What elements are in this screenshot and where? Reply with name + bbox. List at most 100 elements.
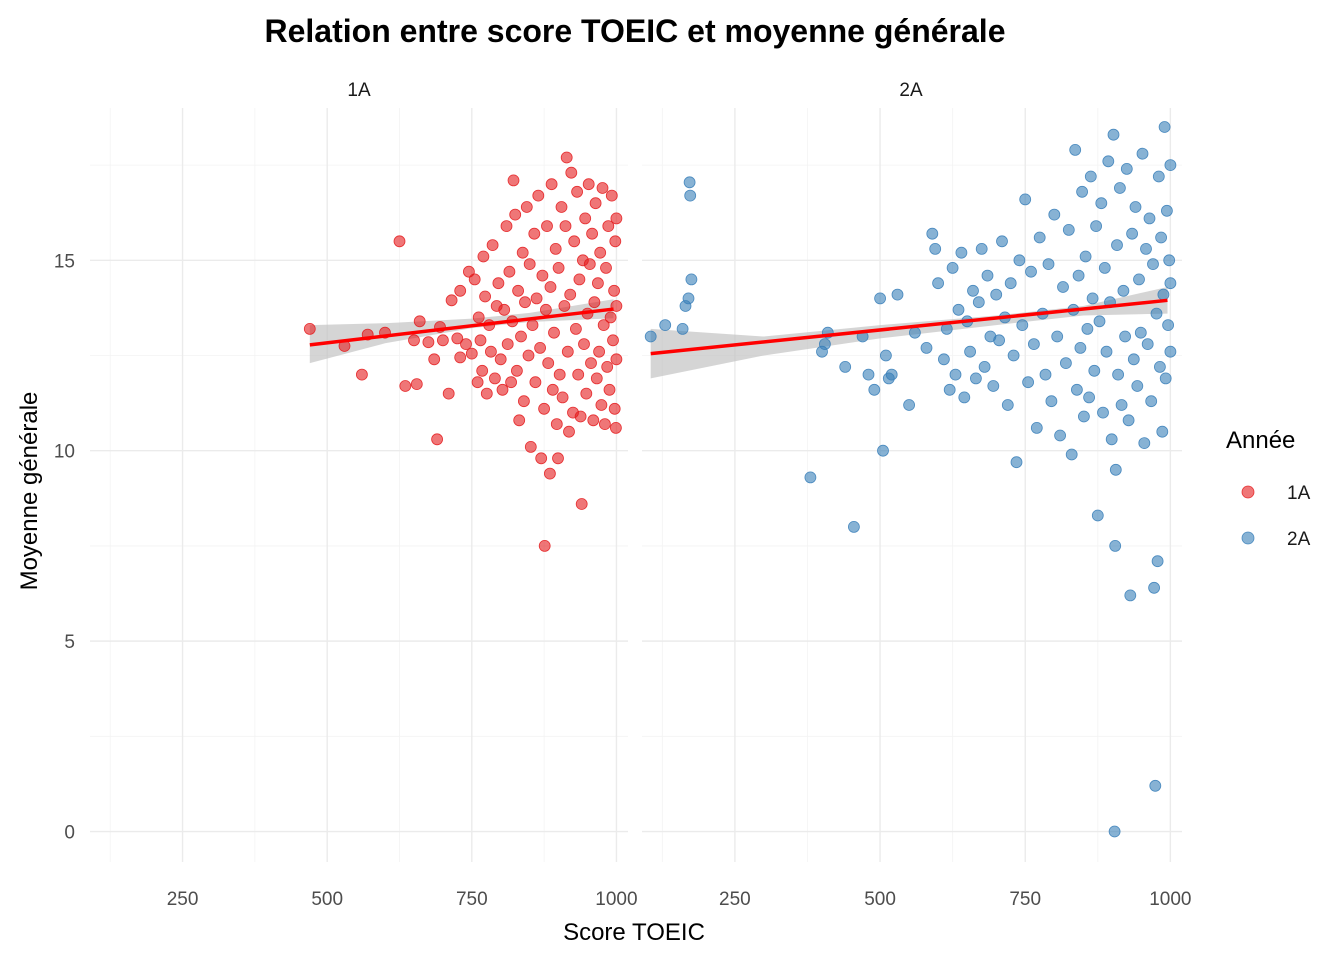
facet-2a-point [644,330,657,343]
facet-1a-point [410,378,423,391]
facet-2a-point [903,399,915,411]
facet-2a-point [1162,319,1174,332]
facet-1a-point [413,315,426,328]
facet-1a-point [500,220,513,233]
facet-2a-point [946,261,959,274]
facet-2a-point [943,383,956,396]
facet-2a-grid [642,108,1182,862]
facet-2a-point [868,383,881,396]
facet-2a-point [967,284,979,297]
facet-1a-point [555,201,568,213]
facet-1a-point [590,372,603,385]
facet-1a-point [479,290,492,303]
facet-2a-point [1120,162,1133,175]
facet-1a-point [505,376,518,389]
facet-2a-point [1054,429,1066,442]
facet-2a-point [1117,284,1130,297]
facet-1a-point [465,347,478,360]
facet-2a-point [1127,353,1140,366]
facet-2a-point [949,368,962,381]
facet-1a-point [476,364,489,377]
facet-1a-point [492,277,505,290]
facet-1a-point [588,296,601,309]
facet-2a-point [938,353,950,366]
facet-1a-point [534,341,546,354]
facet-2a-point [880,349,892,362]
facet-2a-point [1072,269,1085,282]
facet-1a-point [594,246,607,259]
legend: Année 1A 2A [1226,427,1311,550]
facet-2a-point [1145,395,1158,408]
facet-2a-point [1164,159,1177,172]
facet-1a-point [552,261,565,274]
facet-1a-point [535,452,548,465]
facet-1a-panel: 1A 250 500 750 1000 [90,80,638,910]
facet-1a-point [570,322,582,335]
facet-1a-point [564,288,577,301]
facet-2a-point [1076,185,1088,198]
facet-1a-point [550,418,563,431]
facet-2a-point [885,368,898,381]
facet-2a-point [1163,254,1176,267]
facet-2a-point [1164,345,1177,358]
facet-1a-point [560,151,573,164]
facet-2a-panel: 2A 250 500 750 1000 [642,80,1192,910]
facet-1a-point [607,334,619,347]
facet-1a-grid [90,108,628,862]
facet-2a-point [1071,383,1083,396]
facet-2a-point [676,322,689,335]
facet-1a-point [593,345,605,358]
facet-2a-point [682,292,695,305]
facet-1a-point [548,326,560,339]
facet-1a-point [559,220,572,233]
facet-1a-point [540,303,552,316]
facet-2a-point [1030,421,1043,434]
facet-2a-point [972,296,985,309]
facet-1a-point [601,360,614,373]
facet-2a-x-axis: 250 500 750 1000 [719,889,1191,910]
facet-2a-point [1078,410,1090,423]
facet-1a-point [578,338,590,351]
facet-2a-point [1100,345,1113,358]
facet-2a-point [1105,433,1118,446]
facet-1a-point [536,269,549,282]
facet-2a-point [1013,254,1026,267]
facet-2a-point [1143,212,1156,225]
legend-key-1a [1241,485,1255,499]
facet-2a-trend [650,298,1168,356]
y-tick-label: 15 [54,251,75,272]
facet-2a-point [909,326,921,339]
facet-2a-point [1131,380,1144,392]
facet-1a-point [609,235,622,248]
facet-2a-point [1088,364,1101,377]
facet-1a-point [480,387,493,400]
facet-2a-point [1081,322,1094,335]
facet-2a-point [1097,406,1109,419]
facet-2a-point [1057,281,1069,293]
facet-1a-point [552,452,564,465]
facet-2a-point [1119,330,1131,343]
facet-2a-point [862,368,875,381]
facet-1a-x-tick-label: 500 [311,889,343,910]
facet-1a-point [484,345,497,358]
facet-2a-point [1091,509,1104,522]
facet-1a-point [519,296,531,309]
facet-2a-x-tick-label: 750 [1009,889,1041,910]
facet-1a-point [451,332,464,345]
facet-2a-point [1042,258,1055,271]
legend-key-2a [1241,531,1255,545]
facet-2a-point [1154,360,1166,373]
facet-2a-point [1086,292,1099,305]
facet-1a-point [571,185,583,198]
facet-2a-point [1151,555,1164,568]
facet-1a-point [538,540,551,552]
facet-1a-point [556,391,569,404]
facet-2a-point [1051,330,1064,343]
facet-1a-confidence-ribbon [309,299,614,364]
facet-2a-point [659,319,672,332]
facet-2a-point [683,176,696,189]
facet-2a-x-tick-label: 250 [719,889,751,910]
facet-1a-point [454,284,467,297]
facet-1a-point [610,212,623,225]
